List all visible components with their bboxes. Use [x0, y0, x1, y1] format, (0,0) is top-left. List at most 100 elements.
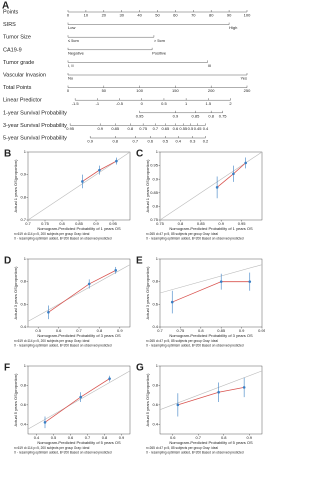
y-tick-label: 0.8 [152, 382, 158, 387]
tick-label: High [229, 25, 237, 30]
y-tick-label: 0.7 [20, 217, 26, 222]
x-tick-label: 0.8 [198, 328, 204, 333]
x-axis-label: Nomogram-Predicted Probability of 1 year… [37, 226, 121, 231]
tick-label: 100 [136, 88, 143, 93]
point [47, 310, 50, 314]
note: X - resampling optimism added, B=200 Bas… [14, 450, 112, 454]
y-tick-label: 0.8 [152, 279, 158, 284]
ideal-line [159, 264, 263, 294]
tick-label: 200 [208, 88, 215, 93]
x-tick-label: 0.95 [109, 221, 118, 226]
tick-label: 90 [227, 13, 232, 18]
point [115, 159, 118, 163]
y-axis-label: Actual 3 years OS(proportion) [145, 266, 150, 320]
tick-label: 0.8 [128, 126, 134, 131]
tick-label: 0.65 [161, 126, 170, 131]
x-tick-label: 0.8 [221, 435, 227, 440]
panel-label: A [2, 1, 9, 12]
x-tick-label: 0.9 [239, 328, 245, 333]
tick-label: ≤ 5cm [68, 38, 80, 43]
tick-label: 150 [172, 88, 179, 93]
x-tick-label: 0.85 [75, 221, 84, 226]
y-tick-label: 1 [156, 256, 159, 261]
y-tick-label: 0.4 [152, 324, 158, 329]
plot-frame [27, 365, 131, 435]
row-label: Linear Predictor [3, 98, 42, 104]
calibration-line [172, 281, 250, 303]
calibration-line [216, 162, 246, 188]
ideal-line [27, 151, 131, 221]
row-label: Total Points [3, 85, 32, 91]
tick-label: 1 [185, 101, 188, 106]
panel-label: C [136, 149, 143, 160]
x-tick-label: 0.7 [25, 221, 31, 226]
point [242, 386, 246, 389]
tick-label: 100 [244, 13, 251, 18]
note: n=619 d=114 p=5, 200 subjects per group … [14, 446, 90, 450]
x-axis-label: Nomogram-Predicted Probability of 5 year… [169, 440, 253, 445]
tick-label: > 5cm [154, 38, 166, 43]
x-axis-label: Nomogram-Predicted Probability of 1 year… [169, 226, 253, 231]
tick-label: 20 [102, 13, 107, 18]
tick-label: 2 [229, 101, 232, 106]
tick-label: 0.3 [190, 139, 196, 144]
note: n=265 d=47 p=5, 85 subjects per group Gr… [146, 339, 218, 343]
row-label: Points [3, 9, 19, 15]
tick-label: 250 [244, 88, 251, 93]
y-tick-label: 0.9 [20, 172, 26, 177]
panel-label: D [4, 256, 11, 267]
point [43, 421, 47, 424]
tick-label: 0.55 [179, 126, 188, 131]
point [87, 282, 91, 286]
x-tick-label: 0.95 [258, 328, 265, 333]
x-tick-label: 0.5 [35, 328, 41, 333]
y-tick-label: 0.4 [20, 324, 26, 329]
tick-label: 0.4 [203, 126, 209, 131]
x-tick-label: 0.95 [238, 221, 247, 226]
row-label: Tumor grade [3, 60, 34, 66]
x-tick-label: 0.7 [157, 328, 163, 333]
y-tick-label: 0.75 [150, 217, 159, 222]
point [215, 186, 219, 189]
x-tick-label: 0.9 [218, 221, 224, 226]
point [219, 280, 223, 283]
panel-label: F [4, 363, 10, 374]
y-tick-label: 0.6 [20, 402, 26, 407]
y-tick-label: 0.8 [20, 382, 26, 387]
tick-label: Positive [152, 50, 167, 55]
ideal-line [159, 370, 263, 410]
y-tick-label: 0.4 [20, 421, 26, 426]
tick-label: I, II [68, 63, 74, 68]
x-axis-label: Nomogram-Predicted Probability of 3 year… [169, 333, 253, 338]
row-label: 1-year Survival Probability [3, 110, 67, 116]
x-tick-label: 0.75 [177, 328, 186, 333]
x-axis-label: Nomogram-Predicted Probability of 3 year… [37, 333, 121, 338]
tick-label: 40 [137, 13, 142, 18]
x-tick-label: 0.8 [97, 328, 103, 333]
tick-label: -1 [96, 101, 100, 106]
tick-label: 0 [141, 101, 144, 106]
tick-label: 0.95 [66, 126, 75, 131]
x-tick-label: 0.6 [170, 435, 176, 440]
tick-label: 0.85 [192, 113, 201, 118]
x-tick-label: 0.9 [246, 435, 252, 440]
y-tick-label: 1 [156, 149, 159, 154]
tick-label: No [68, 76, 74, 81]
plot-frame [159, 365, 263, 435]
y-axis-label: Actual 5 years OS(proportion) [145, 373, 150, 427]
tick-label: Yes [240, 76, 247, 81]
panel-label: B [4, 149, 11, 160]
tick-label: 0.7 [153, 126, 159, 131]
tick-label: 60 [173, 13, 178, 18]
x-tick-label: 0.75 [41, 221, 50, 226]
tick-label: 0.9 [87, 139, 93, 144]
note: n=265 d=47 p=5, 85 subjects per group Gr… [146, 232, 218, 236]
y-tick-label: 0.8 [20, 194, 26, 199]
x-tick-label: 0.7 [76, 328, 82, 333]
tick-label: 0.45 [194, 126, 203, 131]
x-tick-label: 0.9 [119, 435, 125, 440]
x-axis-label: Nomogram-Predicted Probability of 5 year… [37, 440, 121, 445]
x-tick-label: 0.8 [178, 221, 184, 226]
note: n=619 d=114 p=5, 200 subjects per group … [14, 339, 90, 343]
